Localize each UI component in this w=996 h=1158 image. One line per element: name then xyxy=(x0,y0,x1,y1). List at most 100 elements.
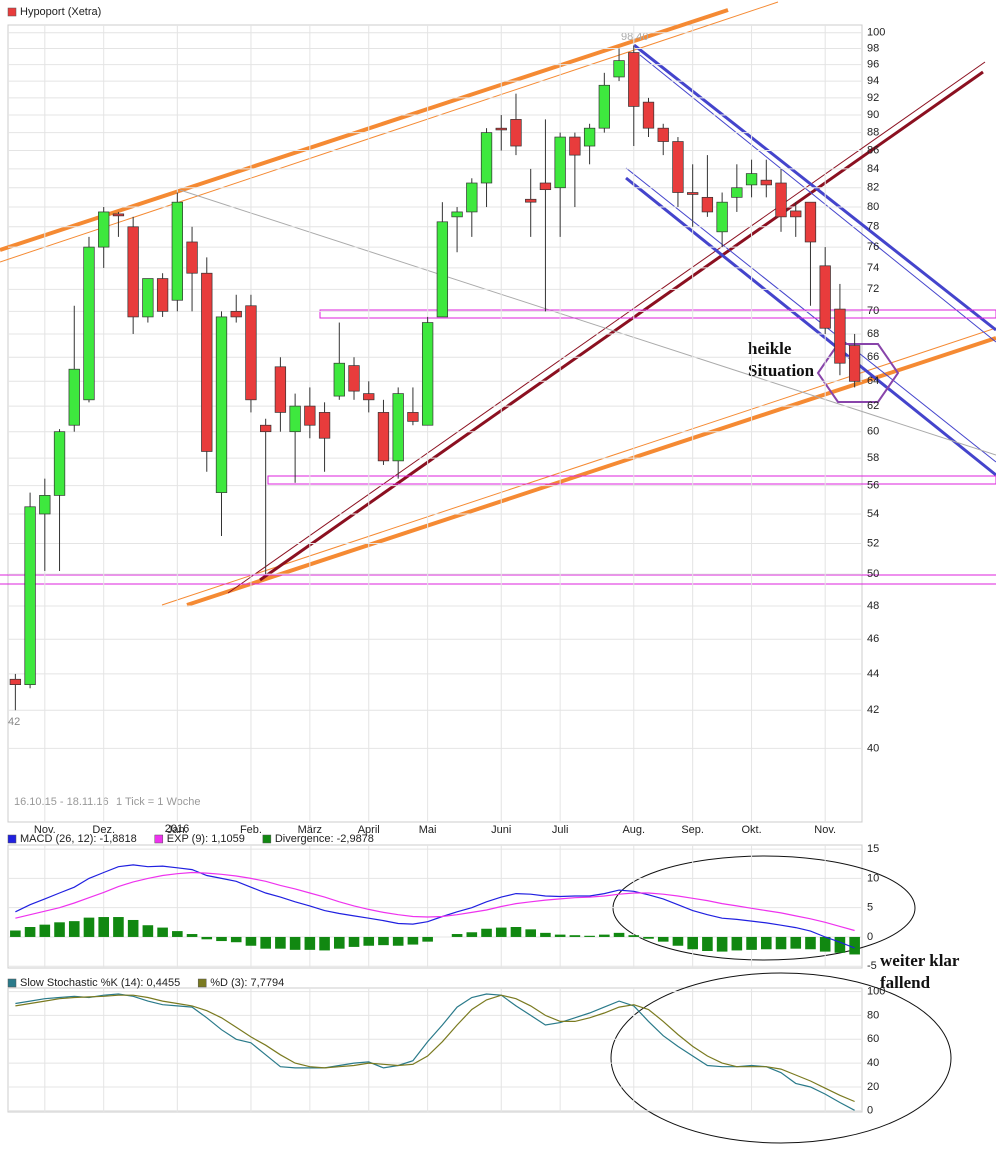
y-tick-label: 40 xyxy=(867,1057,879,1069)
candle-body xyxy=(333,362,345,397)
y-tick-label: 82 xyxy=(867,182,879,194)
legend-label: Hypoport (Xetra) xyxy=(20,6,101,18)
bar xyxy=(407,936,419,945)
bar xyxy=(333,936,345,949)
candle-body xyxy=(53,431,66,496)
candle-body xyxy=(245,305,257,401)
candle-body xyxy=(215,316,228,493)
candle-body xyxy=(569,136,581,156)
candle-body xyxy=(657,127,669,142)
bar xyxy=(540,932,551,937)
bar xyxy=(716,936,728,952)
bar xyxy=(245,936,257,946)
candle-body xyxy=(819,265,831,329)
candle-body xyxy=(304,405,316,426)
bar xyxy=(834,936,846,953)
y-tick-label: 66 xyxy=(867,351,879,363)
bar xyxy=(260,936,271,949)
y-tick-label: 56 xyxy=(867,479,879,491)
candle-body xyxy=(613,60,625,78)
candle-body xyxy=(289,405,301,433)
y-tick-label: 76 xyxy=(867,241,879,253)
plot-area xyxy=(7,24,863,823)
bar xyxy=(230,936,242,943)
y-tick-label: 5 xyxy=(867,902,873,914)
candle-body xyxy=(260,424,272,433)
bar xyxy=(687,936,698,950)
y-tick-label: 0 xyxy=(867,931,873,943)
line xyxy=(15,871,855,932)
line xyxy=(15,994,855,1103)
y-tick-label: 46 xyxy=(867,633,879,645)
bar xyxy=(731,936,743,951)
annotation: heikle xyxy=(748,339,792,358)
candle-body xyxy=(672,141,684,193)
bar xyxy=(304,936,316,950)
bar xyxy=(289,936,301,950)
y-tick-label: 94 xyxy=(867,75,879,87)
bar xyxy=(495,927,507,937)
bar xyxy=(348,936,360,947)
candle-body xyxy=(687,192,699,195)
bar xyxy=(39,924,51,937)
ellipse xyxy=(610,972,952,1144)
bar xyxy=(142,925,154,937)
bar xyxy=(643,936,654,939)
y-tick-label: 40 xyxy=(867,742,879,754)
year-label: 2016 xyxy=(165,823,189,835)
legend-swatch xyxy=(7,7,17,17)
candle-body xyxy=(628,52,640,107)
y-tick-label: 84 xyxy=(867,163,879,175)
bar xyxy=(24,927,36,937)
y-tick-label: 80 xyxy=(867,201,879,213)
y-tick-label: 44 xyxy=(867,668,879,680)
candle-body xyxy=(436,221,449,318)
candle-body xyxy=(466,182,478,213)
y-tick-label: 42 xyxy=(867,704,879,716)
x-tick-label: März xyxy=(298,824,322,836)
annotation: Situation xyxy=(748,361,815,380)
x-tick-label: Nov. xyxy=(814,824,836,836)
bar xyxy=(68,921,80,937)
bar xyxy=(83,917,95,937)
zone xyxy=(319,309,996,319)
y-tick-label: 78 xyxy=(867,221,879,233)
y-tick-label: 58 xyxy=(867,452,879,464)
legend-swatch xyxy=(7,834,17,844)
bar xyxy=(584,935,595,937)
trend-line xyxy=(0,1,779,263)
trend-line xyxy=(625,176,996,477)
y-tick-label: 62 xyxy=(867,400,879,412)
x-tick-label: Nov. xyxy=(34,824,56,836)
bar xyxy=(186,934,198,937)
bar xyxy=(481,928,492,937)
bar xyxy=(628,935,640,937)
candle-body xyxy=(407,412,419,422)
y-tick-label: 96 xyxy=(867,59,879,71)
y-tick-label: 72 xyxy=(867,283,879,295)
y-tick-label: 80 xyxy=(867,1009,879,1021)
candle-body xyxy=(451,211,463,218)
y-tick-label: 74 xyxy=(867,262,879,274)
line xyxy=(15,864,855,949)
bar xyxy=(201,936,213,940)
candle-body xyxy=(716,201,728,233)
trend-line xyxy=(0,8,729,252)
candle-body xyxy=(98,211,110,248)
candle-body xyxy=(83,246,95,401)
candle-body xyxy=(186,241,198,274)
line xyxy=(15,993,855,1111)
x-tick-label: Aug. xyxy=(622,824,645,836)
y-tick-label: -5 xyxy=(867,960,877,972)
bar xyxy=(466,932,478,937)
candle-body xyxy=(642,101,655,129)
candle-body xyxy=(834,308,846,364)
x-tick-label: Juli xyxy=(552,824,569,836)
candle-body xyxy=(348,365,360,392)
y-tick-label: 54 xyxy=(867,508,879,520)
y-tick-label: 90 xyxy=(867,109,879,121)
legend-swatch xyxy=(7,978,17,988)
legend-label: MACD (26, 12): -1,8818 xyxy=(20,833,137,845)
candle-body xyxy=(201,272,213,452)
bar xyxy=(98,917,110,937)
